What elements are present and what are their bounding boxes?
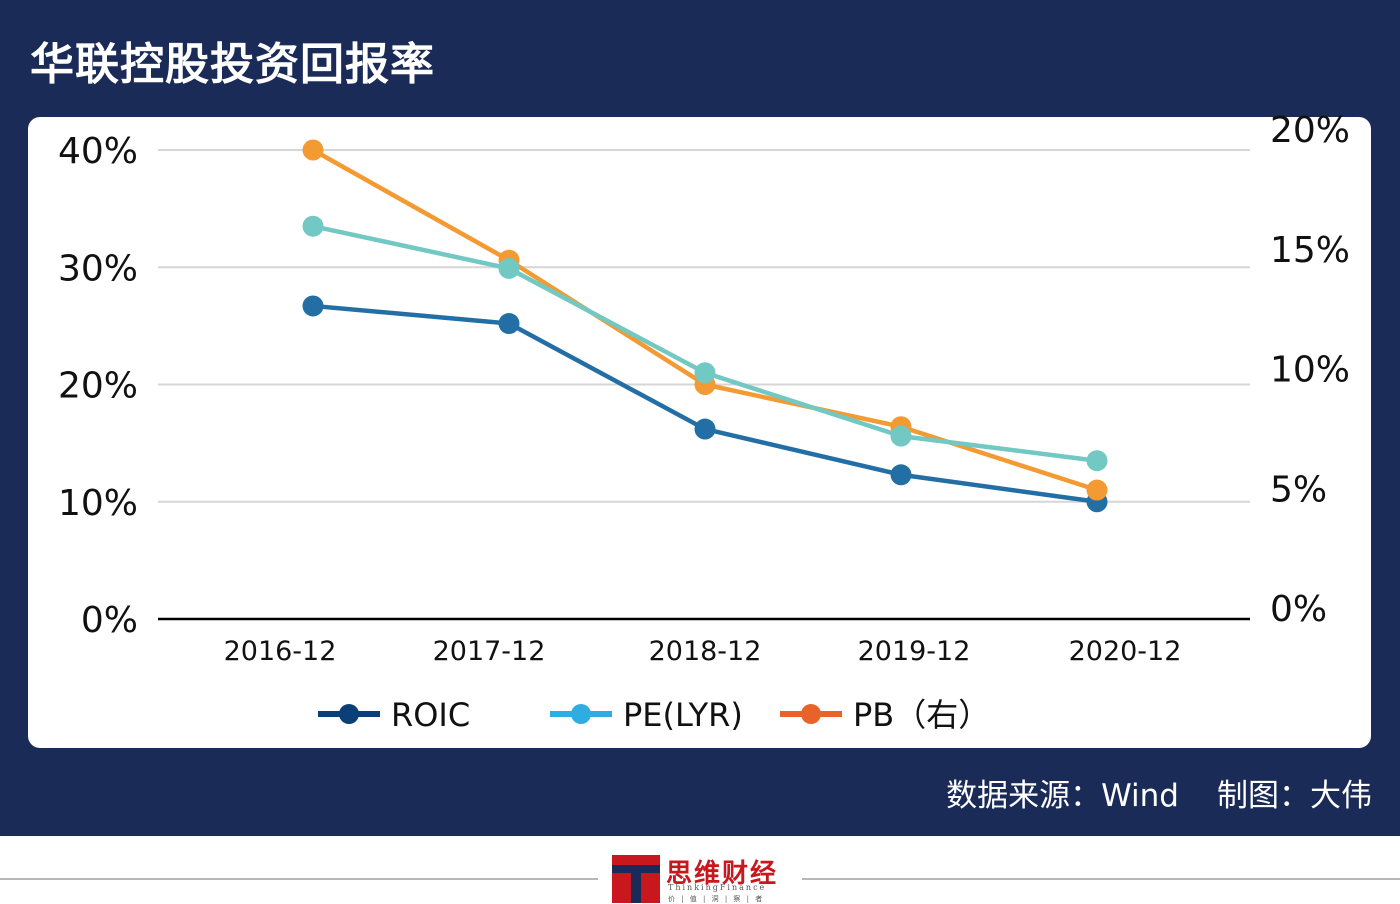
brand-tagline: 价 | 值 | 洞 | 察 | 者 [668, 895, 765, 903]
y-tick-label-left: 20% [58, 366, 138, 407]
chart-title: 华联控股投资回报率 [30, 39, 435, 90]
series-line-0 [312, 303, 1098, 504]
y-tick-label-left: 40% [58, 131, 138, 172]
y-tick-label-left: 10% [58, 483, 138, 524]
legend-label: PE(LYR) [623, 696, 743, 734]
brand-subtitle: ThinkingFinance [668, 883, 767, 892]
brand-name: 思维财经 [666, 859, 779, 889]
x-tick-label: 2016-12 [224, 636, 337, 667]
data-point-0 [498, 313, 520, 335]
data-point-2 [302, 139, 324, 161]
x-tick-label: 2017-12 [433, 636, 546, 667]
legend-marker [801, 704, 821, 724]
y-tick-label-left: 30% [58, 248, 138, 289]
source-label: 数据来源：Wind [946, 778, 1179, 814]
legend-marker [571, 704, 591, 724]
legend-label: ROIC [391, 696, 470, 734]
data-point-0 [694, 418, 716, 440]
data-point-1 [1086, 450, 1108, 472]
y-tick-label-right: 10% [1270, 350, 1350, 391]
author-label: 制图：大伟 [1217, 778, 1372, 814]
y-tick-label-right: 20% [1270, 110, 1350, 151]
data-point-0 [302, 295, 324, 317]
y-tick-label-right: 5% [1270, 469, 1327, 510]
data-point-1 [498, 257, 520, 279]
data-point-2 [1086, 479, 1108, 501]
data-point-1 [890, 425, 912, 447]
brand-logo-icon [612, 855, 660, 903]
data-point-1 [302, 215, 324, 237]
x-tick-label: 2019-12 [858, 636, 971, 667]
legend-label: PB（右） [853, 696, 990, 734]
y-tick-label-left: 0% [81, 600, 138, 641]
footer-credits: 数据来源：Wind 制图：大伟 [946, 770, 1372, 815]
y-tick-label-right: 0% [1270, 589, 1327, 630]
brand-divider-right [802, 878, 1400, 880]
x-tick-label: 2020-12 [1069, 636, 1182, 667]
x-tick-label: 2018-12 [649, 636, 762, 667]
brand-divider-left [0, 878, 598, 880]
data-point-1 [694, 362, 716, 384]
legend-marker [339, 704, 359, 724]
data-point-0 [890, 464, 912, 486]
y-tick-label-right: 15% [1270, 230, 1350, 271]
